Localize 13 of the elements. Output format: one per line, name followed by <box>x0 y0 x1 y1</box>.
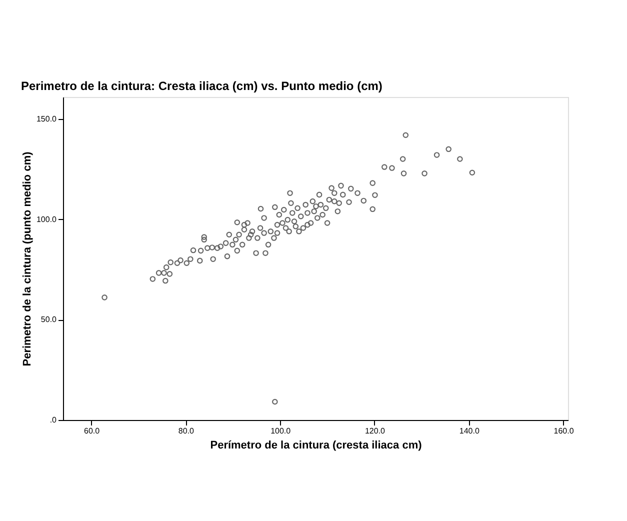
y-tick-label: 150.0 <box>36 114 58 124</box>
x-tick-label: 80.0 <box>178 426 195 436</box>
y-tick-label: .0 <box>50 416 58 424</box>
x-tick-label: 120.0 <box>364 426 386 436</box>
chart-title: Perimetro de la cintura: Cresta iliaca (cm) vs. Punto medio (cm) <box>20 79 382 93</box>
x-tick-label: 100.0 <box>270 426 292 436</box>
y-tick-label: 100.0 <box>36 214 58 224</box>
y-axis-title: Perimetro de la cintura (punto medio cm) <box>21 151 34 366</box>
y-tick-label: 50.0 <box>40 315 58 324</box>
x-axis-title: Perímetro de la cintura (cresta iliaca cm) <box>210 440 422 452</box>
x-tick-label: 60.0 <box>84 426 100 436</box>
x-tick-label: 160.0 <box>554 426 574 436</box>
x-tick-label: 140.0 <box>459 426 480 436</box>
